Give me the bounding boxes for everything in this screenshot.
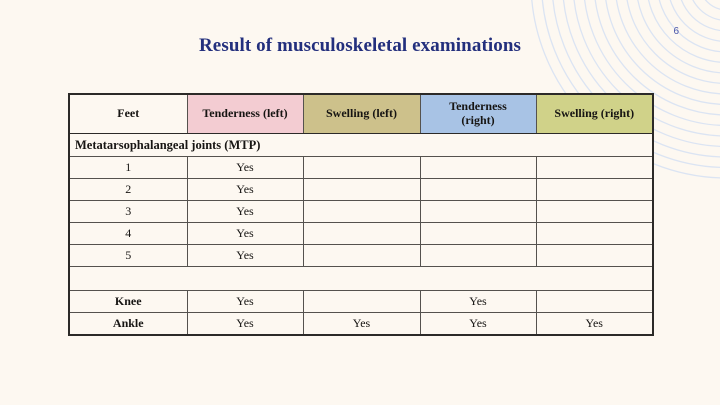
column-header: Feet <box>68 93 188 134</box>
table-cell <box>419 244 537 267</box>
table-row: Ankle Yes Yes Yes Yes <box>68 312 654 336</box>
table-cell: Yes <box>186 312 304 336</box>
table-cell: Yes <box>419 312 537 336</box>
page-title: Result of musculoskeletal examinations <box>198 35 522 56</box>
table-cell: Yes <box>186 200 304 223</box>
row-label: 1 <box>68 156 188 179</box>
table-cell <box>535 222 654 245</box>
table-cell <box>302 290 421 313</box>
table-row: 2 Yes <box>68 178 654 201</box>
column-header: Tenderness (left) <box>186 93 304 134</box>
row-label: Ankle <box>68 312 188 336</box>
row-label: 2 <box>68 178 188 201</box>
table-cell <box>419 178 537 201</box>
table-row: 3 Yes <box>68 200 654 223</box>
table-cell: Yes <box>186 178 304 201</box>
table-cell: Yes <box>186 244 304 267</box>
column-header: Swelling (left) <box>302 93 421 134</box>
table-cell <box>419 200 537 223</box>
table-cell <box>535 156 654 179</box>
spacer-row <box>68 266 654 291</box>
table-cell <box>535 244 654 267</box>
table-cell <box>535 200 654 223</box>
table-cell: Yes <box>535 312 654 336</box>
table-cell: Yes <box>186 290 304 313</box>
table-cell <box>535 290 654 313</box>
table-cell: Yes <box>419 290 537 313</box>
section-label: Metatarsophalangeal joints (MTP) <box>68 133 654 157</box>
table-cell <box>302 156 421 179</box>
table-cell <box>419 156 537 179</box>
table-cell: Yes <box>186 222 304 245</box>
table-cell <box>302 222 421 245</box>
exam-table: Feet Tenderness (left) Swelling (left) Tend… <box>68 93 654 336</box>
decorative-circle <box>692 0 720 21</box>
table-row: 4 Yes <box>68 222 654 245</box>
decorative-circle <box>704 0 720 10</box>
table-cell <box>302 200 421 223</box>
header-row: Feet Tenderness (left) Swelling (left) Tend… <box>68 93 654 134</box>
row-label: Knee <box>68 290 188 313</box>
table-cell: Yes <box>186 156 304 179</box>
section-row: Metatarsophalangeal joints (MTP) <box>68 133 654 157</box>
table-row: 5 Yes <box>68 244 654 267</box>
table-cell <box>302 244 421 267</box>
row-label: 4 <box>68 222 188 245</box>
decorative-circle <box>680 0 720 32</box>
table-cell: Yes <box>302 312 421 336</box>
table-row: 1 Yes <box>68 156 654 179</box>
table-cell <box>419 222 537 245</box>
table-row: Knee Yes Yes <box>68 290 654 313</box>
page-number: 6 <box>673 26 679 37</box>
spacer-cell <box>68 266 654 291</box>
row-label: 3 <box>68 200 188 223</box>
table-cell <box>302 178 421 201</box>
table-body: Metatarsophalangeal joints (MTP) 1 Yes 2 Yes… <box>68 133 654 336</box>
row-label: 5 <box>68 244 188 267</box>
table-cell <box>535 178 654 201</box>
table-header: Feet Tenderness (left) Swelling (left) Tend… <box>68 93 654 134</box>
column-header: Tenderness (right) <box>419 93 537 134</box>
column-header: Swelling (right) <box>535 93 654 134</box>
